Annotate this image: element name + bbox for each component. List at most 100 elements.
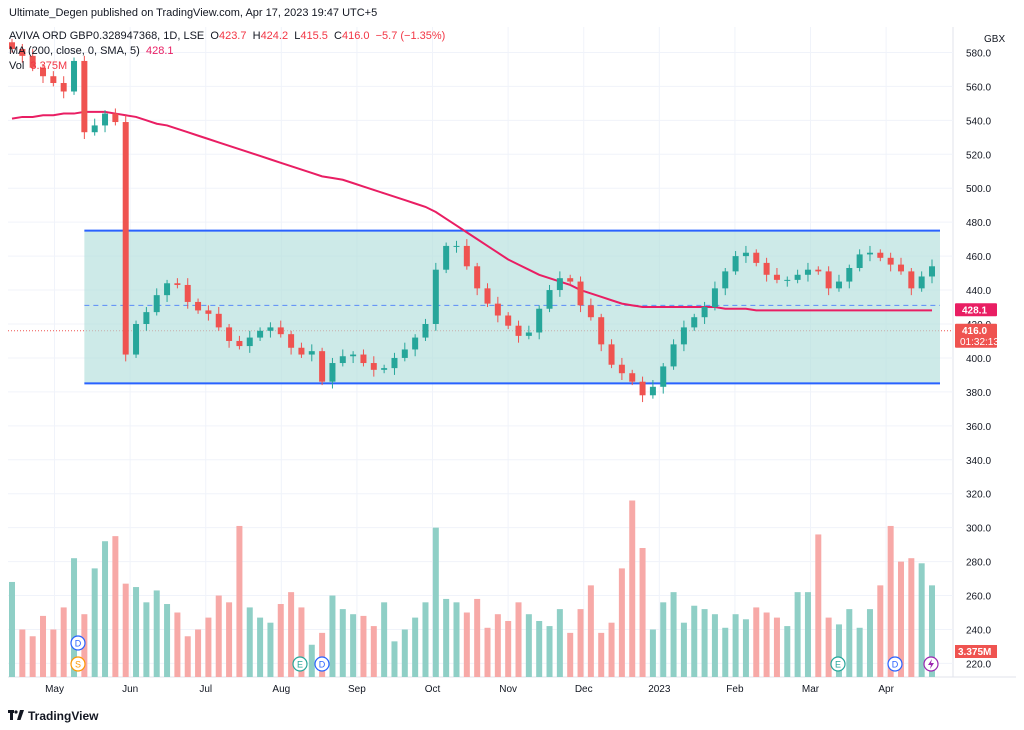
event-marker-label: D: [75, 639, 82, 649]
volume-bar: [463, 612, 470, 677]
volume-label: Vol: [9, 60, 25, 72]
time-tick-label: Sep: [348, 684, 366, 695]
tradingview-logo-icon: [8, 709, 24, 723]
time-axis[interactable]: May Jun Jul Aug Sep Oct Nov Dec 2023 Feb Mar Apr: [45, 684, 895, 695]
price-tick-label: 300.0: [966, 524, 991, 535]
event-marker-circle: [314, 656, 330, 672]
price-tick-label: 260.0: [966, 592, 991, 603]
volume-bar: [546, 626, 553, 677]
ma-200-line: [11, 110, 932, 312]
volume-bar: [319, 632, 326, 677]
price-axis[interactable]: 220.0 240.0 260.0 280.0 300.0 320.0 340.0 360.0…: [955, 48, 999, 670]
candle-body: [649, 386, 656, 396]
volume-bar: [164, 604, 171, 677]
candle-body: [577, 281, 584, 306]
candle-body: [877, 252, 884, 258]
volume-bar: [649, 629, 656, 677]
event-marker-label: D: [319, 660, 326, 670]
volume-bar: [639, 548, 646, 677]
volume-bar: [267, 622, 274, 677]
price-tick-label: 540.0: [966, 116, 991, 127]
event-marker-label: D: [892, 660, 899, 670]
candle-body: [432, 269, 439, 324]
candle-body: [50, 76, 57, 84]
candle-body: [825, 271, 832, 289]
candle-body: [412, 337, 419, 350]
volume-bar: [784, 626, 791, 677]
volume-bar: [195, 629, 202, 677]
price-tick-label: 560.0: [966, 82, 991, 93]
candle-body: [246, 337, 253, 347]
volume-bar: [598, 632, 605, 677]
price-tick-label: 580.0: [966, 48, 991, 59]
candle-body: [856, 254, 863, 268]
volume-bar: [835, 624, 842, 677]
volume-bar: [608, 622, 615, 677]
volume-legend[interactable]: Vol 3.375M: [9, 60, 67, 72]
candle-body: [670, 344, 677, 367]
volume-bar: [494, 614, 501, 677]
price-tick-label: 460.0: [966, 252, 991, 263]
volume-bars: [9, 500, 935, 677]
volume-bar: [205, 617, 212, 677]
event-marker-circle: [292, 656, 308, 672]
volume-bar: [133, 587, 140, 677]
volume-bar: [288, 592, 295, 677]
volume-bar: [763, 612, 770, 677]
volume-bar: [143, 602, 150, 677]
volume-tag-text: 3.375M: [958, 647, 991, 658]
candle-body: [350, 354, 357, 357]
volume-bar: [629, 500, 636, 677]
candle-body: [484, 288, 491, 304]
ma-price-tag-bg: [955, 303, 997, 317]
price-channel[interactable]: [84, 229, 940, 385]
candle-body: [711, 288, 718, 308]
candle-body: [618, 364, 625, 374]
volume-bar: [887, 525, 894, 677]
event-markers[interactable]: D S E D E D: [70, 635, 939, 672]
volume-bar: [236, 525, 243, 677]
price-tick-label: 500.0: [966, 184, 991, 195]
candle-body: [536, 308, 543, 333]
time-tick-label: Jun: [122, 684, 138, 695]
volume-bar: [856, 627, 863, 677]
candlestick-series: [9, 38, 935, 403]
ma-legend[interactable]: MA (200, close, 0, SMA, 5) 428.1: [9, 45, 174, 57]
tradingview-brand[interactable]: TradingView: [8, 709, 98, 723]
candle-body: [887, 257, 894, 265]
volume-bar: [60, 607, 67, 677]
volume-bar: [9, 581, 15, 677]
candle-body: [102, 113, 109, 126]
time-tick-label: Apr: [878, 684, 894, 695]
candle-body: [164, 283, 171, 296]
symbol-line: AVIVA ORD GBP0.328947368, 1D, LSE O423.7…: [9, 30, 446, 42]
candle-body: [784, 279, 791, 281]
price-tick-label: 220.0: [966, 659, 991, 670]
volume-bar: [453, 602, 460, 677]
volume-bar: [753, 607, 760, 677]
candle-body: [215, 313, 222, 328]
volume-bar: [339, 609, 346, 677]
lightning-icon-bolt: [928, 659, 934, 669]
last-price-tag-bg: [955, 323, 997, 348]
event-marker-label: E: [297, 660, 303, 670]
candle-body: [753, 252, 760, 263]
time-tick-label: Dec: [575, 684, 593, 695]
candle-body: [443, 245, 450, 270]
volume-bar: [691, 605, 698, 677]
event-marker-circle: [830, 656, 846, 672]
volume-bar: [401, 629, 408, 677]
candle-body: [929, 266, 935, 277]
published-info: Ultimate_Degen published on TradingView.…: [9, 7, 378, 19]
volume-bar: [370, 626, 377, 677]
candle-body: [236, 340, 243, 347]
candle-body: [763, 262, 770, 275]
candle-body: [184, 284, 191, 302]
currency-label: GBX: [984, 34, 1006, 45]
volume-bar: [515, 602, 522, 677]
volume-bar: [381, 602, 388, 677]
volume-bar: [422, 602, 429, 677]
volume-bar: [246, 607, 253, 677]
volume-bar: [567, 632, 574, 677]
